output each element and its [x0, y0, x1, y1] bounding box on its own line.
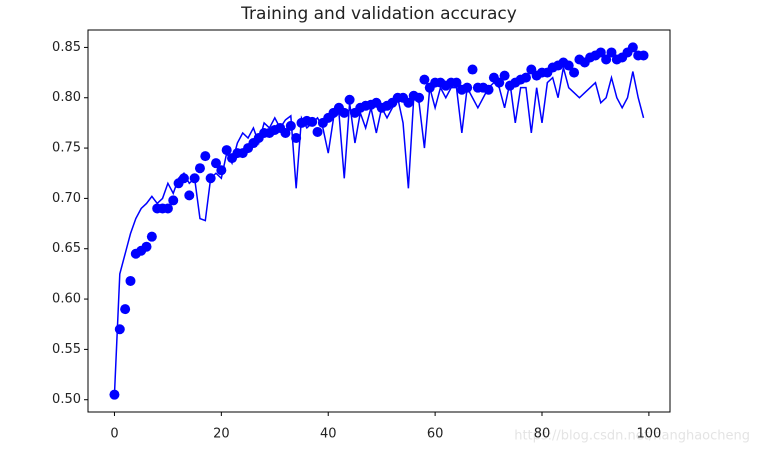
- x-tick-label: 0: [110, 427, 118, 442]
- marker: [125, 275, 136, 286]
- marker: [467, 64, 478, 75]
- marker: [184, 190, 195, 201]
- marker: [499, 70, 510, 81]
- y-tick-label: 0.50: [52, 392, 81, 407]
- marker: [312, 126, 323, 137]
- x-tick-label: 40: [320, 427, 337, 442]
- marker: [563, 60, 574, 71]
- marker: [168, 195, 179, 206]
- x-tick-label: 60: [427, 427, 444, 442]
- marker: [414, 92, 425, 103]
- marker: [210, 158, 221, 169]
- marker: [601, 54, 612, 65]
- marker: [114, 324, 125, 335]
- marker: [146, 231, 157, 242]
- y-tick-label: 0.85: [52, 40, 81, 55]
- marker: [339, 107, 350, 118]
- marker: [627, 42, 638, 53]
- y-tick-label: 0.75: [52, 141, 81, 156]
- x-tick-label: 100: [636, 427, 661, 442]
- marker: [403, 97, 414, 108]
- marker: [291, 133, 302, 144]
- watermark: https://blog.csdn.net/hanghaocheng: [514, 429, 750, 444]
- marker: [200, 151, 211, 162]
- marker: [606, 47, 617, 58]
- y-tick-label: 0.70: [52, 191, 81, 206]
- y-tick-label: 0.65: [52, 241, 81, 256]
- marker: [344, 94, 355, 105]
- marker: [638, 50, 649, 61]
- marker: [595, 47, 606, 58]
- marker: [216, 165, 227, 176]
- marker: [569, 67, 580, 78]
- chart-title: Training and validation accuracy: [240, 4, 517, 24]
- plot-frame: [87, 29, 671, 413]
- y-tick-label: 0.80: [52, 90, 81, 105]
- line: [113, 67, 645, 395]
- x-tick-label: 20: [213, 427, 230, 442]
- marker: [280, 127, 291, 138]
- y-tick-label: 0.60: [52, 292, 81, 307]
- marker: [120, 304, 131, 315]
- marker: [419, 74, 430, 85]
- marker: [520, 72, 531, 83]
- marker: [141, 241, 152, 252]
- y-tick-label: 0.55: [52, 342, 81, 357]
- x-tick-label: 80: [534, 427, 551, 442]
- marker: [194, 163, 205, 174]
- marker: [221, 145, 232, 156]
- marker: [451, 77, 462, 88]
- marker: [162, 203, 173, 214]
